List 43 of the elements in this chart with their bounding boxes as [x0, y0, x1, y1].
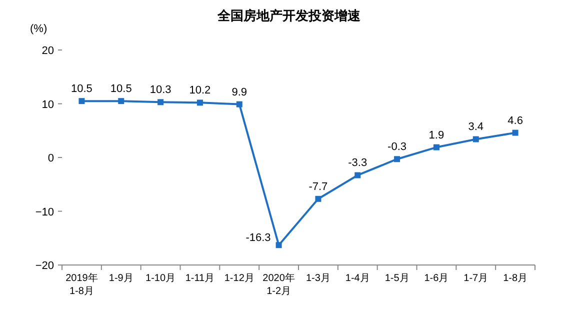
point [158, 99, 164, 106]
point [118, 98, 124, 104]
data-label: -0.3 [388, 141, 407, 154]
data-label: 4.6 [508, 114, 523, 127]
data-label: 10.3 [150, 84, 172, 96]
y-tick-label: 0 [48, 152, 54, 164]
y-axis-title: (%) [30, 23, 48, 35]
y-tick-label: −20 [35, 260, 54, 272]
data-label: -3.3 [348, 157, 368, 170]
y-tick-label: −10 [35, 206, 54, 218]
x-tick-label: 2019年 1-8月 [66, 272, 98, 297]
data-label: 3.4 [468, 121, 484, 134]
point [354, 172, 361, 178]
x-tick-label: 1-10月 [146, 273, 176, 284]
data-label: 10.5 [110, 83, 132, 96]
y-tick-label: 20 [42, 45, 54, 57]
point [196, 100, 203, 106]
data-label: 10.2 [189, 84, 211, 97]
x-tick-label: 1-7月 [464, 273, 488, 284]
x-tick-label: 1-12月 [224, 273, 254, 284]
point [433, 144, 440, 150]
x-tick-label: 1-3月 [306, 273, 330, 284]
data-label: 10.5 [70, 83, 92, 96]
y-tick-label: 10 [42, 98, 54, 111]
data-label: 1.9 [428, 129, 444, 142]
x-tick-label: 1-6月 [424, 273, 449, 284]
point [315, 196, 322, 202]
point [78, 98, 85, 104]
data-label: -7.7 [308, 180, 328, 193]
x-tick-label: 1-11月 [185, 273, 215, 284]
x-tick-label: 1-4月 [345, 273, 370, 284]
x-tick-label: 2020年 1-2月 [262, 272, 295, 297]
point [472, 136, 479, 142]
point [394, 156, 400, 162]
point [276, 242, 282, 248]
data-label: -16.3 [246, 232, 271, 244]
data-label: 9.9 [232, 86, 248, 98]
x-tick-label: 1-8月 [503, 273, 528, 284]
point [236, 101, 242, 108]
chart-title: 全国房地产开发投资增速 [216, 8, 362, 23]
x-tick-label: 1-5月 [384, 273, 410, 284]
point [512, 130, 518, 136]
x-tick-label: 1-9月 [108, 273, 134, 284]
